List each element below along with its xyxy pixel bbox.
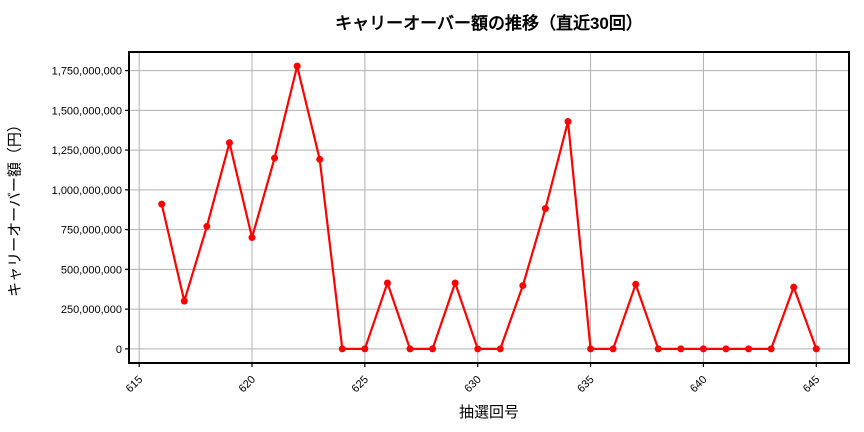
data-point [180,297,188,305]
data-line [160,65,818,350]
data-point [451,279,459,287]
data-point [383,279,391,287]
data-point [496,345,504,353]
data-point [699,345,707,353]
data-point [745,345,753,353]
data-point [677,345,685,353]
data-point [293,62,301,70]
x-tick-label: 630 [462,374,483,395]
data-point [248,234,256,242]
data-point [767,345,775,353]
data-point [316,155,324,163]
x-tick-label: 635 [575,374,596,395]
x-axis-label: 抽選回号 [458,404,519,421]
data-point [338,345,346,353]
x-tick-label: 645 [801,374,822,395]
x-tick-label: 625 [350,374,371,395]
data-point [429,345,437,353]
x-tick-label: 615 [124,374,145,395]
x-tick-label: 640 [688,374,709,395]
data-point [564,117,572,125]
data-point [587,345,595,353]
data-point [406,345,414,353]
data-point [632,280,640,288]
data-point [203,222,211,230]
y-tick-label: 500,000,000 [61,264,122,276]
data-point [790,283,798,291]
data-point [158,200,166,208]
x-tick-label: 620 [237,374,258,395]
y-tick-label: 1,750,000,000 [52,66,122,78]
data-point [609,345,617,353]
data-point [722,345,730,353]
data-point [654,345,662,353]
data-point [271,154,279,162]
y-tick-label: 250,000,000 [61,304,122,316]
y-tick-label: 1,500,000,000 [52,105,122,117]
y-tick-label: 1,250,000,000 [52,145,122,157]
y-tick-label: 750,000,000 [61,225,122,237]
data-point [541,205,549,213]
data-point [519,282,527,290]
chart-title: キャリーオーバー額の推移（直近30回） [335,14,643,33]
data-point [474,345,482,353]
data-point [361,345,369,353]
data-point [225,139,233,147]
data-point [812,345,820,353]
plot-border [128,51,850,364]
y-tick-label: 0 [116,344,122,356]
y-tick-label: 1,000,000,000 [52,185,122,197]
